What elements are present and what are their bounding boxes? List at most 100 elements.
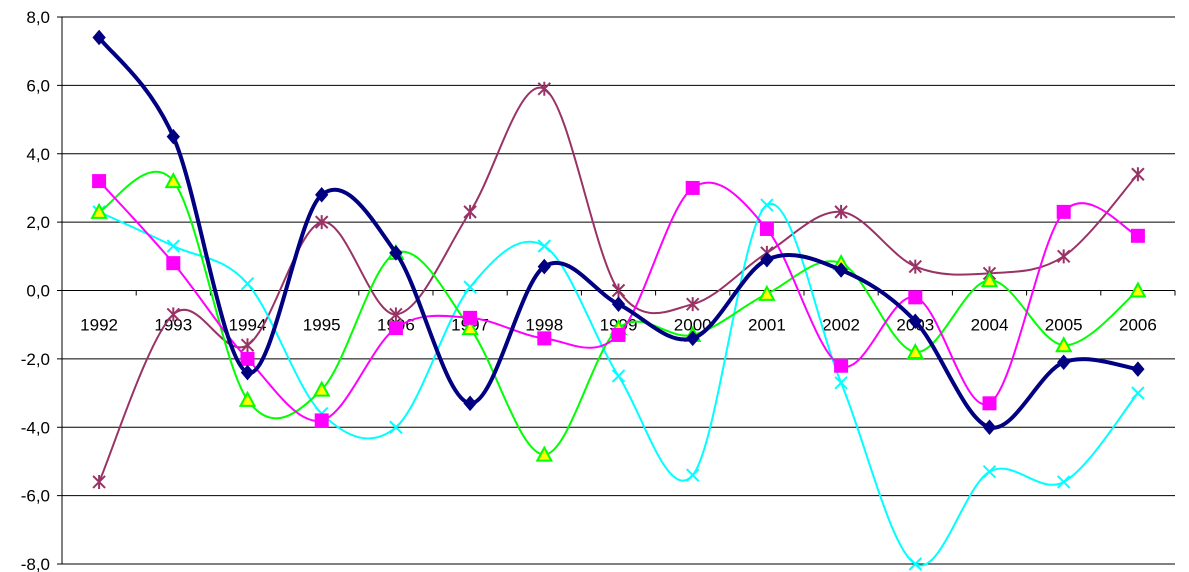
data-point <box>758 284 776 301</box>
data-point <box>463 204 477 219</box>
data-point <box>686 330 700 347</box>
data-point <box>463 395 477 412</box>
data-point <box>166 256 181 271</box>
data-point <box>1056 475 1071 489</box>
data-point <box>1055 336 1073 353</box>
data-point <box>1056 204 1071 219</box>
data-point <box>982 396 997 411</box>
data-point <box>1131 167 1145 182</box>
data-point <box>461 318 479 336</box>
series-1 <box>92 29 1145 436</box>
x-tick-label: 1992 <box>80 316 118 335</box>
data-point <box>164 171 182 189</box>
data-point <box>238 390 257 407</box>
data-point <box>834 204 848 219</box>
data-point <box>92 474 106 489</box>
data-point <box>611 283 626 298</box>
series-line <box>97 36 1139 430</box>
data-point <box>90 202 108 219</box>
data-point <box>980 271 999 288</box>
series-5 <box>92 81 1145 489</box>
x-tick-label: 2004 <box>971 316 1009 335</box>
y-tick-label: 4,0 <box>26 145 50 164</box>
data-point <box>906 342 924 360</box>
data-point <box>1056 249 1071 264</box>
data-point <box>908 557 923 571</box>
data-point <box>760 251 774 268</box>
y-tick-label: 0,0 <box>26 282 50 301</box>
data-point <box>685 297 700 312</box>
x-tick-label: 1998 <box>525 316 563 335</box>
y-tick-labels: 8,0 6,0 4,0 2,0 0,0 -2,0 -4,0 -6,0 -8,0 <box>21 8 50 572</box>
data-point <box>537 239 552 253</box>
x-tick-label: 2005 <box>1045 316 1083 335</box>
data-point <box>834 358 849 373</box>
data-point <box>611 369 626 383</box>
axes <box>57 16 1176 565</box>
series-line <box>98 170 1139 456</box>
data-point <box>315 187 329 203</box>
data-point <box>759 221 774 236</box>
y-tick-label: 8,0 <box>26 8 50 27</box>
data-point <box>313 380 331 397</box>
series-2 <box>92 174 1145 428</box>
data-point <box>908 259 923 274</box>
series-3 <box>90 170 1147 462</box>
x-tick-label: 1995 <box>303 316 341 335</box>
x-tick-label: 1993 <box>154 316 192 335</box>
data-point <box>982 464 997 479</box>
y-tick-label: -2,0 <box>21 350 50 369</box>
series-line <box>98 202 1139 567</box>
data-point <box>685 468 700 482</box>
data-point <box>388 321 403 336</box>
data-point <box>240 351 255 366</box>
data-point <box>537 331 552 346</box>
data-point <box>314 215 329 230</box>
data-point <box>535 445 553 462</box>
data-point <box>166 307 181 322</box>
data-point <box>1130 228 1145 243</box>
data-point <box>1057 354 1071 371</box>
data-point <box>1131 361 1145 377</box>
data-point <box>834 376 848 390</box>
data-point <box>166 128 180 145</box>
x-tick-label: 2000 <box>674 316 712 335</box>
data-point <box>240 276 255 291</box>
data-point <box>611 327 626 342</box>
data-point <box>1131 386 1145 400</box>
data-point <box>240 364 255 381</box>
data-point <box>92 174 107 189</box>
data-point <box>463 280 477 294</box>
y-tick-label: 6,0 <box>26 76 50 95</box>
data-point <box>314 413 329 428</box>
data-point <box>908 290 923 305</box>
data-point <box>166 239 181 253</box>
y-tick-label: 2,0 <box>26 213 50 232</box>
data-point <box>537 81 552 96</box>
data-point <box>611 296 626 312</box>
series-4 <box>92 198 1145 571</box>
data-point <box>760 198 774 212</box>
data-point <box>389 245 403 261</box>
data-point <box>982 419 997 436</box>
x-tick-label: 2002 <box>822 316 860 335</box>
data-point <box>92 29 106 46</box>
data-point <box>685 180 700 195</box>
data-point <box>908 313 922 330</box>
data-point <box>389 420 403 434</box>
x-tick-labels: 1992199319941995199619971998199920002001… <box>80 316 1157 335</box>
y-tick-label: -8,0 <box>21 555 50 572</box>
y-tick-label: -4,0 <box>21 418 50 437</box>
data-point <box>240 338 255 353</box>
data-point <box>389 307 403 322</box>
x-tick-label: 2006 <box>1119 316 1157 335</box>
data-point <box>537 258 551 275</box>
series-lines <box>90 29 1147 571</box>
x-tick-label: 2001 <box>748 316 786 335</box>
x-tick-label: 1994 <box>229 316 267 335</box>
data-point <box>1129 281 1147 298</box>
data-point <box>463 310 478 325</box>
y-tick-label: -6,0 <box>21 487 50 506</box>
data-point <box>834 262 848 278</box>
